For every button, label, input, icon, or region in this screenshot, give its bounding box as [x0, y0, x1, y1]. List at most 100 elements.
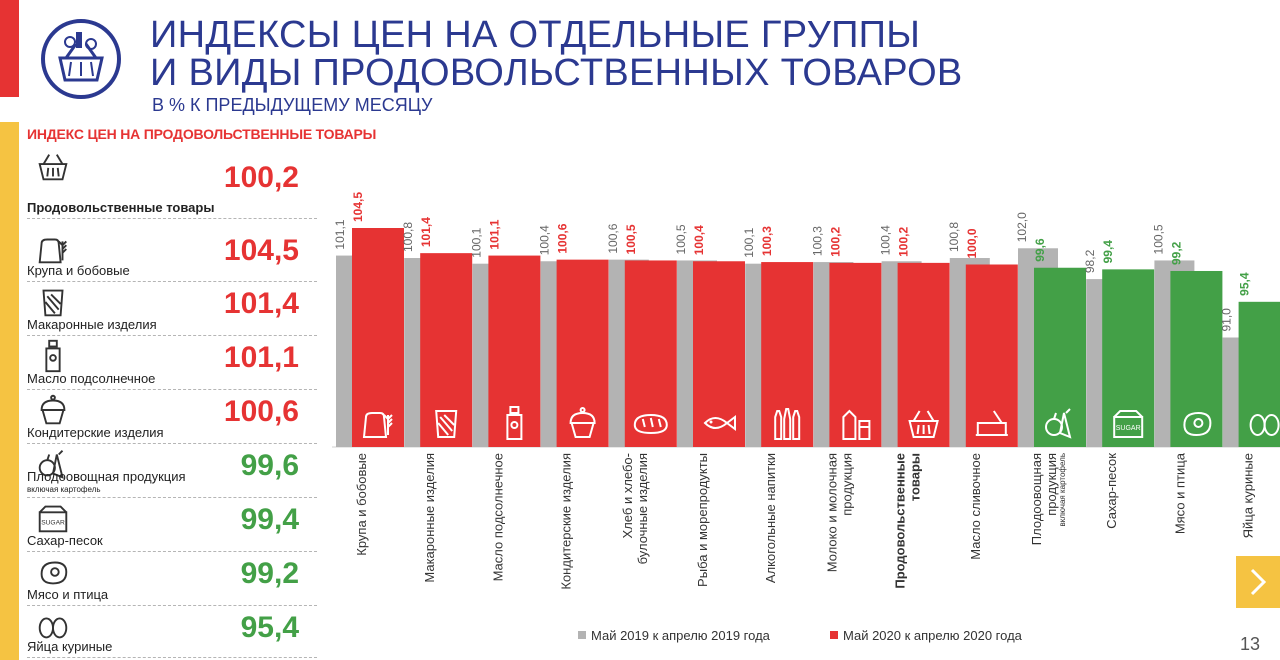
- left-panel-label: Сахар-песок: [27, 533, 103, 548]
- bar-2020: [556, 259, 609, 447]
- value-label-2020: 104,5: [351, 192, 365, 222]
- bar-group: 100,4 100,2 Продовольственныетовары: [879, 225, 950, 589]
- legend-item-2020: Май 2020 к апрелю 2020 года: [830, 628, 1022, 643]
- bar-group: 98,2 99,4 SUGAR Сахар-песок: [1083, 240, 1155, 529]
- bar-group: 100,4 100,6 Кондитерские изделия: [538, 223, 609, 590]
- chevron-right-icon: [1250, 568, 1267, 596]
- slide-title: ИНДЕКСЫ ЦЕН НА ОТДЕЛЬНЫЕ ГРУППЫ И ВИДЫ П…: [150, 16, 963, 92]
- title-line-2: И ВИДЫ ПРОДОВОЛЬСТВЕННЫХ ТОВАРОВ: [150, 52, 963, 94]
- left-panel-row: Плодоовощная продукция включая картофель 9…: [27, 443, 317, 498]
- bar-group: 102,0 99,6 Плодоовощнаяпродукция включая ка…: [1015, 212, 1086, 545]
- sugar-box-icon: SUGAR: [1113, 410, 1144, 438]
- accent-bar-red: [0, 0, 19, 97]
- value-label-2020: 100,5: [624, 224, 638, 254]
- category-label: Хлеб и хлебо-булочные изделия: [620, 453, 650, 564]
- meat-icon: [33, 553, 77, 593]
- left-panel-row: Яйца куриные 95,4: [27, 605, 317, 658]
- sugar-box-icon: SUGAR: [33, 499, 77, 539]
- bottles-icon: [774, 408, 801, 440]
- left-panel-row: Крупа и бобовые 104,5: [27, 228, 317, 282]
- value-label-2019: 100,3: [810, 226, 824, 256]
- bar-group: 100,6 100,5 Хлеб и хлебо-булочные изделия: [606, 223, 677, 564]
- title-line-1: ИНДЕКСЫ ЦЕН НА ОТДЕЛЬНЫЕ ГРУППЫ: [150, 14, 921, 56]
- value-label-2019: 100,1: [742, 227, 756, 257]
- value-label-2020: 99,6: [1033, 238, 1047, 262]
- vegetables-icon: [33, 445, 77, 485]
- bar-group: 91,0 95,4 Яйца куриные: [1220, 272, 1280, 538]
- grain-sack-icon: [362, 412, 393, 438]
- category-label: Продовольственныетовары: [893, 453, 923, 589]
- value-label-2019: 91,0: [1220, 308, 1234, 332]
- bar-group: 100,3 100,2 Молоко и молочнаяпродукция: [810, 226, 882, 572]
- value-label-2019: 100,6: [606, 223, 620, 253]
- svg-text:SUGAR: SUGAR: [1116, 425, 1141, 432]
- left-panel-heading: ИНДЕКС ЦЕН НА ПРОДОВОЛЬСТВЕННЫЕ ТОВАРЫ: [27, 126, 377, 142]
- left-panel-value: 104,5: [223, 234, 299, 267]
- slide-subtitle: В % К ПРЕДЫДУЩЕМУ МЕСЯЦУ: [152, 95, 433, 115]
- legend-swatch-2020: [830, 631, 838, 639]
- left-panel-value: 99,6: [240, 449, 299, 482]
- category-label: Алкогольные напитки: [763, 453, 778, 583]
- value-label-2020: 99,2: [1169, 241, 1183, 265]
- category-label: Рыба и морепродукты: [695, 453, 710, 587]
- accent-bar-yellow: [0, 122, 19, 660]
- category-label-line: Продовольственные: [893, 453, 908, 589]
- legend-item-2019: Май 2019 к апрелю 2019 года: [578, 628, 770, 643]
- category-label: Макаронные изделия: [422, 453, 437, 583]
- bar-2020: [693, 261, 745, 447]
- meat-icon: [1183, 411, 1212, 437]
- left-panel-label: Масло подсолнечное: [27, 371, 156, 386]
- cupcake-icon: [569, 407, 596, 438]
- legend-swatch-2019: [578, 631, 586, 639]
- left-panel-row: Макаронные изделия 101,4: [27, 281, 317, 336]
- bar-2020: [761, 262, 814, 447]
- value-label-2019: 100,8: [401, 222, 415, 252]
- bar-2020: [1034, 267, 1086, 447]
- bar-2020: [1238, 301, 1280, 447]
- pasta-pack-icon: [435, 410, 458, 438]
- value-label-2019: 102,0: [1015, 212, 1029, 242]
- category-label-line: булочные изделия: [635, 453, 650, 564]
- next-slide-button[interactable]: [1236, 556, 1280, 608]
- value-label-2020: 100,3: [760, 226, 774, 256]
- left-panel-value: 99,2: [240, 557, 299, 590]
- bar-group: 100,5 99,2 Мясо и птица: [1151, 224, 1223, 534]
- left-panel-value: 95,4: [240, 611, 299, 644]
- left-panel-label: Продовольственные товары: [27, 200, 215, 215]
- left-panel-value: 101,4: [223, 287, 299, 320]
- left-panel-row: Масло подсолнечное 101,1: [27, 335, 317, 390]
- category-label-line: продукция: [839, 453, 854, 516]
- milk-icon: [842, 409, 871, 440]
- bar-group: 100,5 100,4 Рыба и морепродукты: [674, 224, 745, 587]
- left-panel-label: Плодоовощная продукция: [27, 469, 186, 484]
- category-label: Масло подсолнечное: [490, 453, 505, 581]
- legend-label-2019: Май 2019 к апрелю 2019 года: [591, 628, 770, 643]
- oil-bottle-icon: [33, 337, 77, 377]
- left-panel-label: Кондитерские изделия: [27, 425, 164, 440]
- butter-icon: [975, 410, 1008, 436]
- left-panel-value: 99,4: [240, 503, 299, 536]
- value-label-2019: 100,5: [674, 224, 688, 254]
- value-label-2020: 100,0: [965, 228, 979, 258]
- category-label-line: Хлеб и хлебо-: [620, 453, 635, 538]
- legend-label-2020: Май 2020 к апрелю 2020 года: [843, 628, 1022, 643]
- value-label-2019: 100,8: [947, 222, 961, 252]
- pasta-pack-icon: [33, 283, 77, 323]
- left-panel-row: Продовольственные товары 100,2: [27, 145, 317, 219]
- left-panel-value: 101,1: [223, 341, 299, 374]
- bar-2020: [897, 262, 950, 447]
- category-label-line: Молоко и молочная: [824, 453, 839, 572]
- left-panel-value: 100,2: [223, 161, 299, 194]
- bar-2020: [1102, 269, 1155, 447]
- bar-group: 100,8 101,4 Макаронные изделия: [401, 217, 473, 583]
- bar-2020: [1170, 270, 1223, 447]
- eggs-icon: [1249, 414, 1280, 436]
- value-label-2019: 100,1: [469, 227, 483, 257]
- value-label-2019: 100,4: [879, 225, 893, 255]
- category-label: Мясо и птица: [1172, 452, 1187, 534]
- price-index-chart: 101,1 104,5 Крупа и бобовые 100,8 101,4 Макар…: [332, 192, 1280, 590]
- value-label-2020: 99,4: [1101, 240, 1115, 264]
- value-label-2020: 101,4: [419, 217, 433, 247]
- cupcake-icon: [33, 391, 77, 431]
- category-label: Яйца куриные: [1241, 453, 1256, 538]
